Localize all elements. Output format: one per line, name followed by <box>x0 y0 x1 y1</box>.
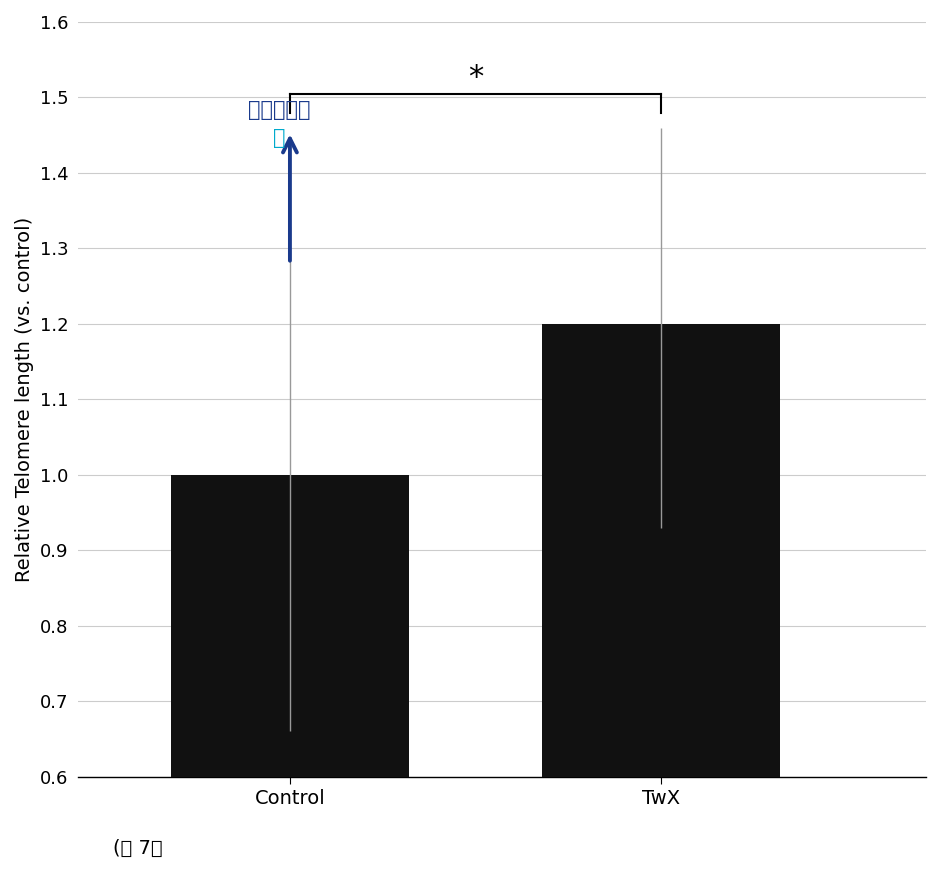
Y-axis label: Relative Telomere length (vs. control): Relative Telomere length (vs. control) <box>15 217 34 582</box>
Bar <box>542 324 780 777</box>
Text: テロメア長: テロメア長 <box>248 100 311 120</box>
Bar <box>170 475 409 777</box>
Text: *: * <box>468 63 483 92</box>
Text: 長: 長 <box>273 128 285 148</box>
Text: (図 7）: (図 7） <box>113 838 163 858</box>
